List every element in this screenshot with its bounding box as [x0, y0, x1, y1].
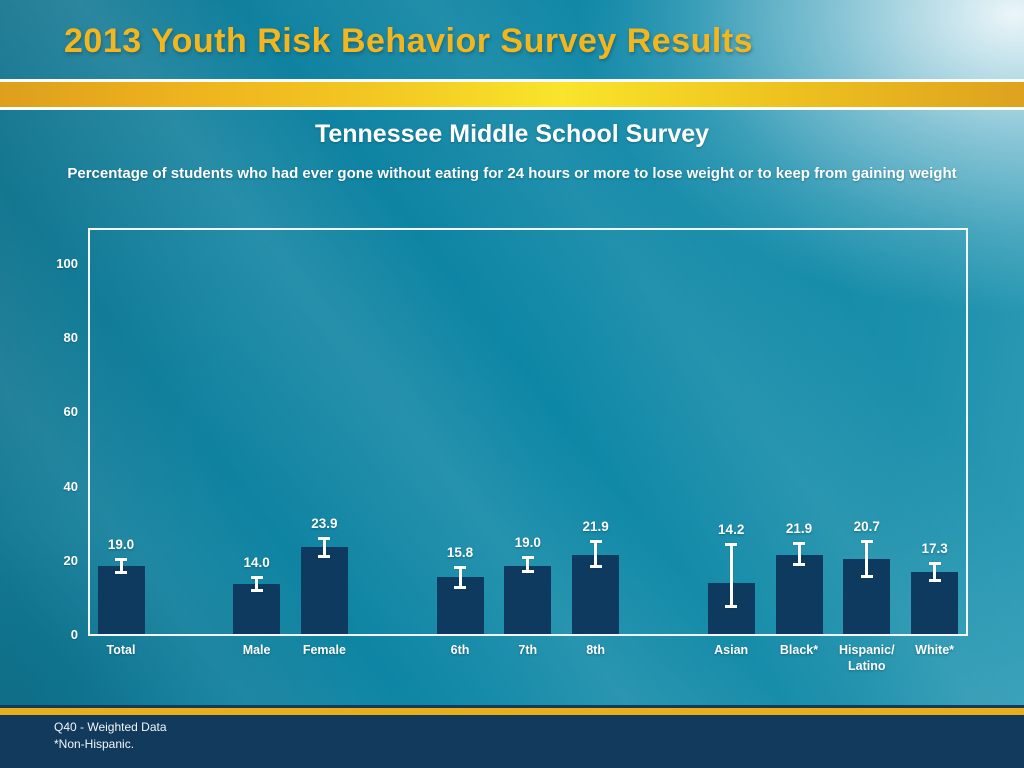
- error-bar-black: [797, 543, 801, 566]
- chart-title: Tennessee Middle School Survey: [314, 120, 710, 148]
- error-bar-cap-top: [860, 540, 873, 544]
- header-divider-bottom: [0, 107, 1024, 110]
- error-bar-cap-bottom: [793, 563, 805, 567]
- error-bar-cap-bottom: [318, 554, 331, 558]
- error-bar-cap-top: [589, 539, 602, 543]
- error-bar-cap-top: [454, 565, 466, 569]
- x-axis-label-female: Female: [302, 643, 346, 657]
- error-bar-cap-bottom: [250, 588, 263, 592]
- error-bar-white: [933, 563, 937, 582]
- header-gold-band: [0, 82, 1024, 107]
- error-bar-cap-top: [250, 576, 263, 580]
- error-bar-8th: [594, 540, 598, 567]
- bar-total: [97, 565, 145, 634]
- bar-male: [233, 584, 281, 634]
- x-axis-label-white: White*: [915, 643, 955, 657]
- bar-value-label-6th: 15.8: [446, 544, 474, 560]
- y-axis-tick-label: 60: [63, 404, 78, 420]
- bar-value-label-black: 21.9: [785, 521, 813, 537]
- error-bar-cap-bottom: [928, 579, 941, 583]
- bar-value-label-total: 19.0: [107, 536, 135, 552]
- bar-value-label-7th: 19.0: [514, 534, 541, 550]
- x-axis-label-asian: Asian: [714, 643, 749, 657]
- chart-subtitle: Percentage of students who had ever gone…: [67, 165, 957, 182]
- error-bar-cap-bottom: [725, 605, 738, 609]
- y-axis-tick-label: 0: [70, 627, 78, 642]
- error-bar-cap-bottom: [454, 586, 466, 590]
- footnotes: Q40 - Weighted Data *Non-Hispanic.: [54, 719, 167, 753]
- x-axis-label-total: Total: [106, 643, 136, 657]
- error-bar-cap-top: [318, 537, 331, 541]
- error-bar-cap-top: [793, 542, 805, 546]
- slide-title: 2013 Youth Risk Behavior Survey Results: [64, 22, 754, 60]
- bar-7th: [504, 565, 552, 634]
- error-bar-6th: [458, 566, 462, 589]
- error-bar-male: [255, 577, 259, 591]
- bar-chart-plot-area: [88, 228, 968, 636]
- error-bar-hispanic-latino: [865, 541, 869, 577]
- header-divider-top: [0, 79, 1024, 82]
- x-axis-label-male: Male: [242, 643, 271, 657]
- x-axis-label-6th: 6th: [450, 643, 470, 657]
- y-axis-tick-label: 80: [63, 330, 78, 346]
- y-axis-tick-label: 40: [63, 478, 78, 494]
- error-bar-cap-top: [521, 555, 534, 559]
- error-bar-cap-bottom: [521, 569, 534, 573]
- footnote-non-hispanic: *Non-Hispanic.: [54, 736, 135, 751]
- slide-header: 2013 Youth Risk Behavior Survey Results: [0, 0, 1024, 79]
- error-bar-cap-bottom: [115, 570, 127, 574]
- error-bar-female: [322, 538, 326, 557]
- bar-value-label-asian: 14.2: [718, 522, 745, 538]
- y-axis-tick-label: 100: [56, 256, 78, 272]
- bar-value-label-male: 14.0: [243, 555, 270, 571]
- bar-value-label-female: 23.9: [311, 516, 338, 532]
- bar-8th: [572, 554, 620, 634]
- slide-footer: Q40 - Weighted Data *Non-Hispanic.: [0, 705, 1024, 768]
- bar-value-label-white: 17.3: [921, 541, 948, 557]
- error-bar-cap-bottom: [589, 564, 602, 568]
- x-axis-label-hispanic-latino: Hispanic/ Latino: [839, 643, 895, 673]
- bar-black: [775, 554, 823, 634]
- error-bar-7th: [526, 556, 530, 572]
- error-bar-asian: [729, 544, 733, 608]
- bar-female: [300, 547, 348, 634]
- footer-gold-stripe: [0, 708, 1024, 715]
- error-bar-total: [119, 558, 123, 573]
- error-bar-cap-top: [725, 543, 738, 547]
- y-axis-tick-label: 20: [63, 552, 78, 568]
- x-axis-label-black: Black*: [779, 643, 819, 657]
- x-axis-label-7th: 7th: [518, 643, 538, 657]
- bar-chart-layer: 0 20 40 60 80 100 19.0 Total 14.0 Male 23.9 Female 1…: [56, 256, 959, 673]
- error-bar-cap-top: [928, 562, 941, 566]
- footnote-question: Q40 - Weighted Data: [54, 720, 167, 734]
- bar-value-label-hispanic-latino: 20.7: [853, 519, 880, 535]
- error-bar-cap-top: [115, 557, 127, 561]
- x-axis-label-8th: 8th: [586, 643, 605, 657]
- bar-value-label-8th: 21.9: [582, 518, 609, 534]
- error-bar-cap-bottom: [860, 574, 873, 578]
